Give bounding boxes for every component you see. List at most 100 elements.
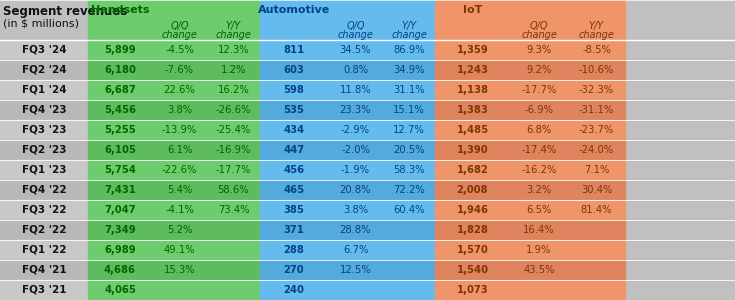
- Bar: [260, 240, 435, 260]
- Bar: [260, 80, 435, 100]
- Text: 7,431: 7,431: [104, 185, 136, 195]
- Text: 1,946: 1,946: [456, 205, 489, 215]
- Bar: [260, 160, 435, 180]
- Text: Handsets: Handsets: [90, 5, 149, 15]
- Bar: [260, 200, 435, 220]
- Text: 12.3%: 12.3%: [218, 45, 249, 55]
- Text: 58.3%: 58.3%: [393, 165, 425, 175]
- Text: change: change: [162, 30, 198, 40]
- Bar: [0, 60, 88, 80]
- Text: -26.6%: -26.6%: [216, 105, 251, 115]
- Text: 9.3%: 9.3%: [526, 45, 552, 55]
- Text: -22.6%: -22.6%: [162, 165, 197, 175]
- Bar: [0, 0, 88, 40]
- Text: Y/Y: Y/Y: [589, 21, 604, 31]
- Text: 15.3%: 15.3%: [164, 265, 196, 275]
- Bar: [435, 280, 625, 300]
- Bar: [0, 80, 88, 100]
- Text: 2,008: 2,008: [456, 185, 488, 195]
- Text: IoT: IoT: [463, 5, 482, 15]
- Bar: [0, 140, 88, 160]
- Bar: [260, 40, 435, 60]
- Text: -13.9%: -13.9%: [162, 125, 197, 135]
- Text: Y/Y: Y/Y: [401, 21, 417, 31]
- Text: change: change: [215, 30, 251, 40]
- Text: change: change: [391, 30, 427, 40]
- Text: FQ4 '21: FQ4 '21: [22, 265, 66, 275]
- Bar: [88, 80, 260, 100]
- Text: -1.9%: -1.9%: [341, 165, 370, 175]
- Text: -32.3%: -32.3%: [579, 85, 614, 95]
- Text: 30.4%: 30.4%: [581, 185, 612, 195]
- Text: FQ2 '24: FQ2 '24: [22, 65, 66, 75]
- Bar: [435, 200, 625, 220]
- Text: -17.7%: -17.7%: [216, 165, 251, 175]
- Text: 73.4%: 73.4%: [218, 205, 249, 215]
- Bar: [435, 100, 625, 120]
- Text: 6,180: 6,180: [104, 65, 136, 75]
- Text: 9.2%: 9.2%: [526, 65, 552, 75]
- Text: 20.5%: 20.5%: [393, 145, 425, 155]
- Text: FQ2 '22: FQ2 '22: [22, 225, 66, 235]
- Text: FQ1 '24: FQ1 '24: [22, 85, 66, 95]
- Text: 5,456: 5,456: [104, 105, 136, 115]
- Bar: [435, 80, 625, 100]
- Bar: [0, 260, 88, 280]
- Text: -23.7%: -23.7%: [579, 125, 614, 135]
- Text: -31.1%: -31.1%: [579, 105, 614, 115]
- Bar: [88, 180, 260, 200]
- Bar: [88, 280, 260, 300]
- Bar: [260, 280, 435, 300]
- Bar: [88, 220, 260, 240]
- Text: 1,243: 1,243: [456, 65, 489, 75]
- Text: 1,138: 1,138: [456, 85, 489, 95]
- Text: -7.6%: -7.6%: [165, 65, 194, 75]
- Text: -10.6%: -10.6%: [579, 65, 614, 75]
- Text: -2.9%: -2.9%: [341, 125, 370, 135]
- Text: 1,073: 1,073: [456, 285, 488, 295]
- Text: 465: 465: [284, 185, 304, 195]
- Text: -25.4%: -25.4%: [216, 125, 251, 135]
- Text: 20.8%: 20.8%: [340, 185, 371, 195]
- Bar: [0, 120, 88, 140]
- Text: 12.5%: 12.5%: [340, 265, 371, 275]
- Text: 6,989: 6,989: [104, 245, 136, 255]
- Text: -6.9%: -6.9%: [525, 105, 553, 115]
- Text: 1.2%: 1.2%: [220, 65, 246, 75]
- Text: 6.8%: 6.8%: [526, 125, 552, 135]
- Text: 1,570: 1,570: [456, 245, 488, 255]
- Text: 1,682: 1,682: [456, 165, 489, 175]
- Text: 1,359: 1,359: [456, 45, 488, 55]
- Text: 11.8%: 11.8%: [340, 85, 371, 95]
- Bar: [435, 240, 625, 260]
- Text: -16.2%: -16.2%: [521, 165, 556, 175]
- Text: 598: 598: [284, 85, 304, 95]
- Bar: [260, 120, 435, 140]
- Text: 288: 288: [284, 245, 304, 255]
- Bar: [88, 120, 260, 140]
- Text: change: change: [521, 30, 557, 40]
- Text: -4.1%: -4.1%: [165, 205, 194, 215]
- Text: 5,754: 5,754: [104, 165, 136, 175]
- Bar: [88, 60, 260, 80]
- Text: 371: 371: [284, 225, 304, 235]
- Text: 270: 270: [284, 265, 304, 275]
- Text: -4.5%: -4.5%: [165, 45, 194, 55]
- Text: 23.3%: 23.3%: [340, 105, 371, 115]
- Bar: [88, 140, 260, 160]
- Text: 60.4%: 60.4%: [393, 205, 425, 215]
- Text: -17.7%: -17.7%: [521, 85, 556, 95]
- Text: 5,255: 5,255: [104, 125, 136, 135]
- Text: 1,390: 1,390: [456, 145, 488, 155]
- Bar: [435, 260, 625, 280]
- Bar: [0, 160, 88, 180]
- Text: 1,540: 1,540: [456, 265, 489, 275]
- Bar: [88, 160, 260, 180]
- Text: 16.2%: 16.2%: [218, 85, 249, 95]
- Bar: [88, 200, 260, 220]
- Text: 3.2%: 3.2%: [526, 185, 552, 195]
- Text: Q/Q: Q/Q: [346, 21, 365, 31]
- Bar: [0, 100, 88, 120]
- Bar: [0, 200, 88, 220]
- Text: FQ3 '21: FQ3 '21: [22, 285, 66, 295]
